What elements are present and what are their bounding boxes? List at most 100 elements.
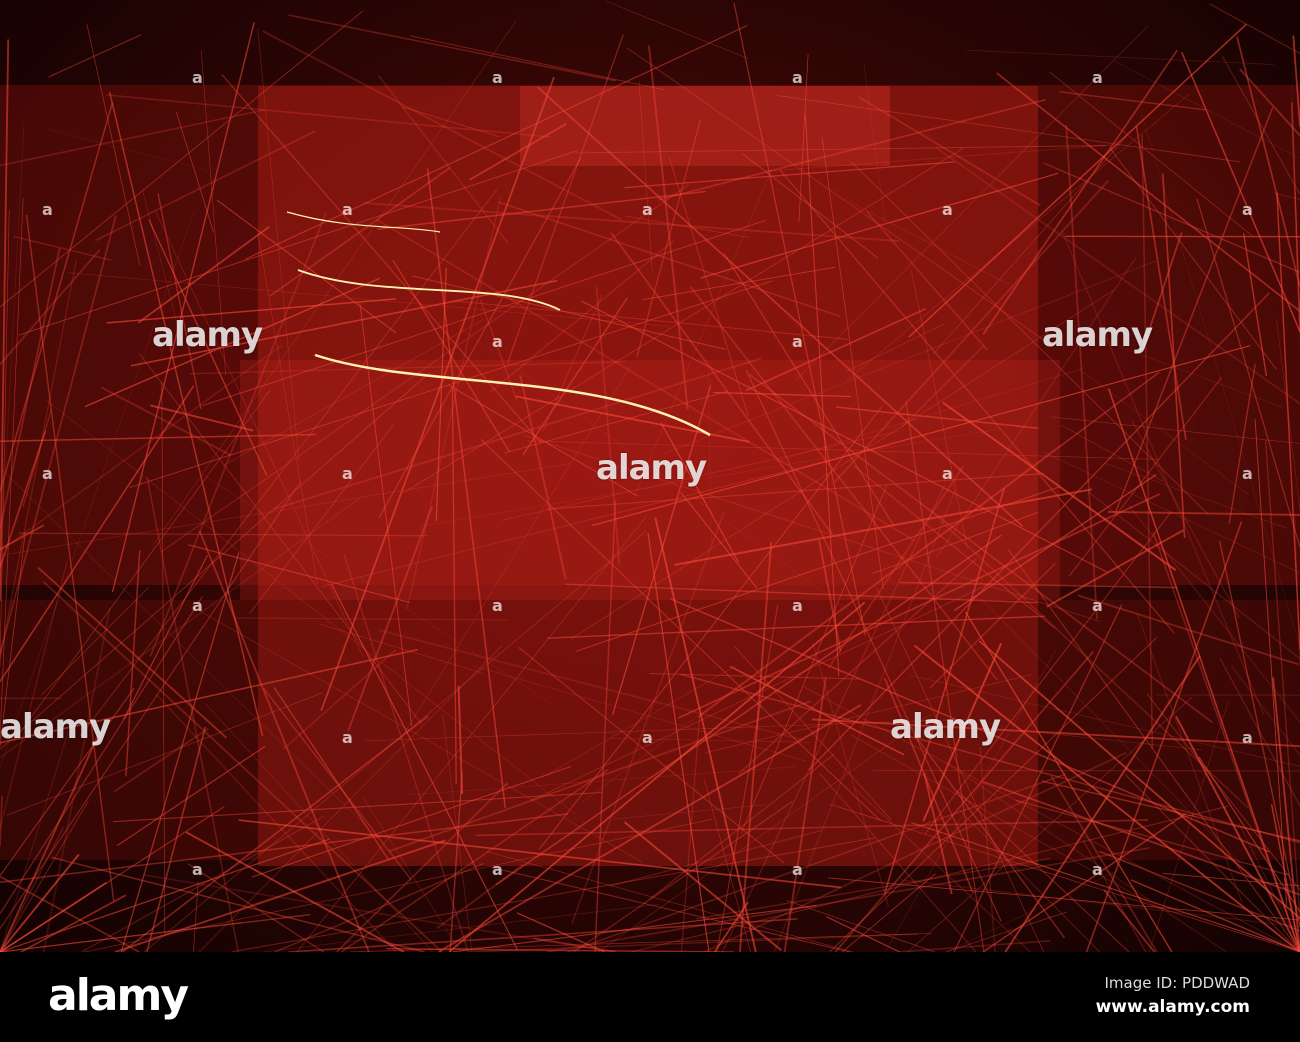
fractal-line	[982, 49, 1178, 335]
fractal-line	[705, 674, 1033, 754]
fractal-line	[139, 353, 422, 725]
fractal-line	[0, 561, 68, 829]
watermark-mark: a	[942, 200, 953, 219]
fractal-line	[198, 645, 503, 952]
fractal-line	[0, 596, 203, 915]
fractal-line	[571, 289, 1116, 640]
fractal-line	[436, 863, 524, 930]
fractal-line	[221, 73, 542, 444]
watermark-mark: a	[492, 68, 503, 87]
fractal-line	[442, 714, 473, 952]
fractal-line	[829, 636, 1158, 952]
fractal-line	[1128, 505, 1300, 723]
fractal-line	[0, 735, 99, 952]
fractal-line	[0, 800, 89, 952]
fractal-line	[1274, 192, 1300, 200]
fractal-line	[0, 881, 107, 952]
fractal-line	[598, 713, 932, 952]
fractal-line	[244, 24, 748, 260]
fractal-line	[189, 361, 625, 375]
watermark-mark: a	[1242, 464, 1253, 483]
fractal-line	[238, 819, 842, 889]
fractal-line	[680, 714, 701, 952]
fractal-line	[261, 30, 623, 221]
fractal-line	[542, 665, 736, 778]
fractal-line	[123, 554, 208, 720]
fractal-line	[0, 732, 69, 952]
fractal-line	[547, 615, 1046, 639]
fractal-line	[451, 387, 457, 785]
line-layer	[0, 0, 1300, 952]
fractal-line	[1276, 318, 1300, 511]
fractal-line	[1085, 521, 1243, 952]
fractal-line	[116, 745, 266, 847]
fractal-line	[626, 47, 1052, 346]
fractal-line	[130, 279, 558, 367]
fractal-line	[625, 215, 751, 238]
fractal-line	[231, 837, 876, 952]
fractal-line	[448, 601, 866, 952]
fractal-line	[106, 298, 397, 324]
watermark-mark: a	[792, 68, 803, 87]
fractal-line	[594, 500, 617, 952]
fractal-line	[913, 644, 1300, 952]
fractal-line	[1004, 654, 1201, 952]
fractal-line	[0, 209, 10, 667]
fractal-line	[0, 467, 380, 840]
fractal-line	[776, 94, 1241, 163]
fractal-line	[982, 780, 1300, 896]
fractal-line	[700, 172, 1059, 279]
fractal-line	[518, 647, 785, 864]
fractal-line	[821, 137, 884, 589]
fractal-line	[1236, 36, 1300, 288]
watermark-mark: a	[1242, 728, 1253, 747]
fractal-line	[79, 188, 498, 737]
fractal-line	[362, 797, 462, 952]
fractal-line	[1113, 60, 1300, 159]
fractal-line	[343, 554, 469, 952]
fractal-line	[530, 582, 992, 802]
fractal-line	[501, 430, 900, 521]
fractal-line	[457, 685, 464, 795]
fractal-line	[742, 153, 879, 259]
fractal-line	[884, 488, 1005, 893]
fractal-line	[377, 190, 706, 230]
fractal-line	[86, 23, 141, 266]
fractal-line	[262, 903, 660, 952]
fractal-line	[1109, 147, 1278, 370]
fractal-line	[901, 344, 985, 427]
fractal-line	[0, 463, 570, 557]
fractal-line	[738, 541, 773, 952]
fractal-line	[409, 766, 796, 796]
fractal-line	[713, 901, 749, 952]
fractal-line	[0, 372, 431, 750]
fractal-line	[460, 327, 853, 613]
fractal-line	[773, 367, 1085, 463]
fractal-line	[48, 34, 142, 78]
fractal-line	[0, 913, 311, 952]
fractal-line	[1099, 850, 1300, 932]
fractal-line	[833, 179, 1110, 483]
fractal-line	[506, 34, 624, 364]
fractal-line	[851, 161, 1209, 515]
fractal-line	[120, 552, 240, 952]
fractal-line	[905, 400, 985, 952]
watermark-mark: a	[42, 464, 53, 483]
fractal-line	[193, 607, 643, 863]
fractal-line	[1060, 424, 1164, 482]
fractal-line	[504, 390, 728, 454]
fractal-line	[723, 253, 895, 527]
alamy-watermark: alamy	[152, 315, 263, 355]
fractal-line	[1161, 173, 1186, 539]
fractal-line	[204, 703, 434, 952]
fractal-line	[1238, 823, 1300, 948]
fractal-line	[1264, 440, 1300, 920]
fractal-line	[296, 516, 647, 952]
fractal-line	[696, 857, 1051, 920]
watermark-mark: a	[42, 200, 53, 219]
fractal-line	[648, 753, 835, 900]
fractal-line	[185, 831, 405, 952]
fractal-line	[716, 604, 779, 952]
fractal-line	[516, 912, 605, 952]
fractal-line	[200, 50, 227, 376]
